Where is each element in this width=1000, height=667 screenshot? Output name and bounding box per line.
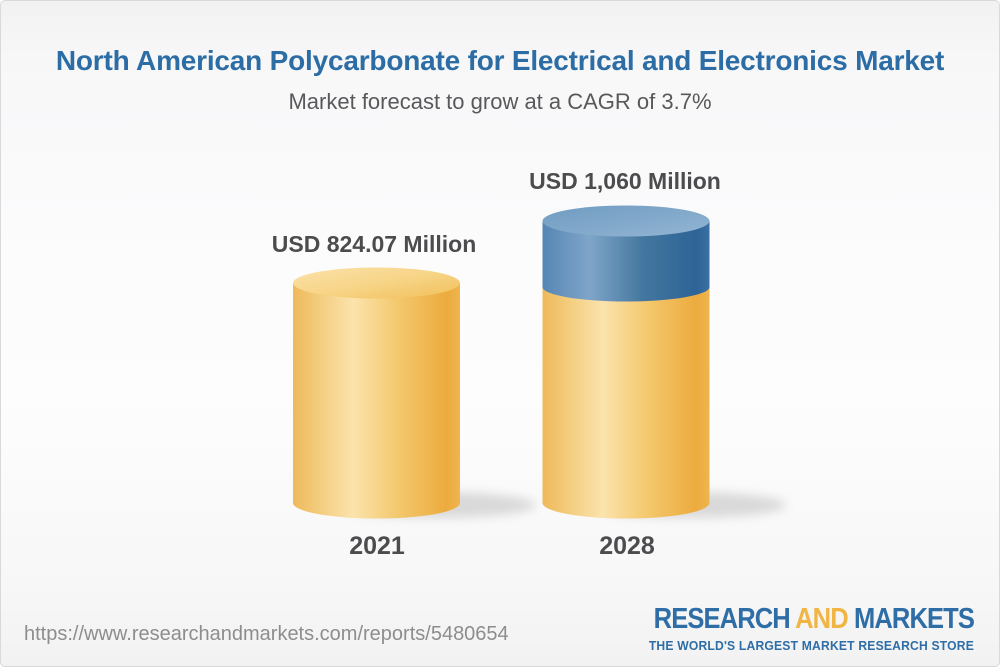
logo-word-and: AND	[795, 603, 849, 635]
page-title: North American Polycarbonate for Electri…	[55, 45, 945, 76]
logo-wordmark: RESEARCH AND MARKETS	[653, 603, 975, 635]
logo-word-research: RESEARCH	[653, 603, 791, 635]
value-label-2021: USD 824.07 Million	[271, 231, 477, 257]
report-url: https://www.researchandmarkets.com/repor…	[24, 623, 509, 645]
cylinder-2021	[293, 267, 536, 519]
research-and-markets-logo: RESEARCH AND MARKETS THE WORLD'S LARGEST…	[610, 603, 975, 654]
category-label-2028: 2028	[599, 532, 655, 560]
logo-word-markets: MARKETS	[853, 603, 975, 635]
logo-tagline: THE WORLD'S LARGEST MARKET RESEARCH STOR…	[648, 639, 974, 653]
page-subtitle: Market forecast to grow at a CAGR of 3.7…	[288, 89, 712, 114]
cylinder-2028-shadow	[590, 492, 786, 518]
cylinder-2028	[542, 205, 786, 519]
category-label-2021: 2021	[349, 532, 405, 560]
cylinder-2021-shadow	[340, 492, 536, 518]
cylinder-2028-growth-cap	[542, 205, 710, 302]
value-label-2028: USD 1,060 Million	[529, 168, 721, 194]
cylinder-2028-base	[542, 221, 710, 519]
